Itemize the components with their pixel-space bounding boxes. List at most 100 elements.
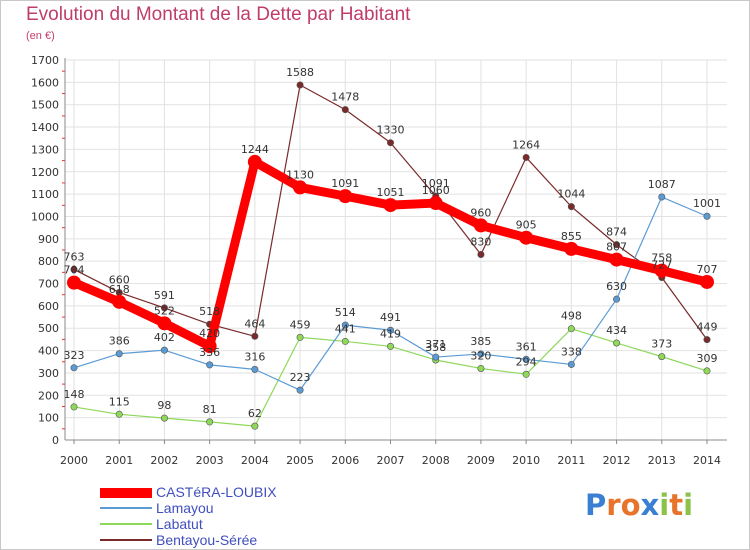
- data-point: [703, 336, 711, 344]
- data-label: 386: [109, 335, 130, 348]
- data-point: [206, 361, 214, 369]
- data-label: 591: [154, 289, 175, 302]
- data-label: 491: [380, 311, 401, 324]
- data-label: 309: [697, 352, 718, 365]
- data-label: 419: [380, 327, 401, 340]
- y-tick-label: 1500: [31, 99, 59, 112]
- y-tick-label: 1400: [31, 121, 59, 134]
- data-point: [160, 346, 168, 354]
- data-point: [428, 196, 443, 211]
- data-label: 402: [154, 331, 175, 344]
- logo-letter: i: [683, 488, 694, 522]
- data-point: [383, 198, 398, 213]
- data-label: 1130: [286, 168, 314, 181]
- data-point: [613, 295, 621, 303]
- x-tick-label: 2014: [693, 454, 721, 467]
- data-point: [654, 263, 669, 278]
- data-point: [112, 294, 127, 309]
- legend-label: CASTéRA-LOUBIX: [156, 484, 277, 500]
- x-tick-label: 2009: [467, 454, 495, 467]
- data-label: 358: [425, 341, 446, 354]
- data-label: 336: [199, 346, 220, 359]
- data-label: 763: [64, 250, 85, 263]
- data-label: 115: [109, 395, 130, 408]
- data-point: [473, 218, 488, 233]
- data-label: 1330: [377, 124, 405, 137]
- legend-swatch: [100, 539, 152, 541]
- y-tick-label: 300: [38, 367, 59, 380]
- data-label: 1051: [377, 186, 405, 199]
- y-tick-label: 0: [52, 434, 59, 447]
- data-point: [296, 386, 304, 394]
- data-point: [67, 275, 81, 290]
- data-label: 449: [697, 321, 718, 334]
- y-tick-label: 1300: [31, 143, 59, 156]
- data-label: 361: [516, 340, 537, 353]
- data-point: [160, 304, 168, 312]
- x-tick-label: 2010: [512, 454, 540, 467]
- data-label: 223: [290, 371, 311, 384]
- x-tick-label: 2005: [286, 454, 314, 467]
- proxiti-logo: Proxiti: [585, 488, 693, 522]
- data-point: [477, 364, 485, 372]
- data-point: [160, 414, 168, 422]
- data-point: [477, 250, 485, 258]
- data-label: 62: [248, 407, 262, 420]
- data-point: [296, 333, 304, 341]
- data-point: [386, 139, 394, 147]
- data-label: 148: [64, 388, 85, 401]
- y-tick-label: 1000: [31, 210, 59, 223]
- y-tick-label: 1200: [31, 166, 59, 179]
- logo-letter: i: [659, 488, 670, 522]
- y-tick-label: 100: [38, 412, 59, 425]
- data-point: [296, 81, 304, 89]
- data-label: 874: [606, 226, 627, 239]
- data-point: [293, 180, 308, 195]
- data-point: [567, 203, 575, 211]
- data-label: 1264: [512, 138, 540, 151]
- data-point: [338, 189, 353, 204]
- data-point: [386, 326, 394, 334]
- logo-letter: o: [620, 488, 641, 522]
- logo-letter: r: [606, 488, 621, 522]
- data-label: 807: [606, 241, 627, 254]
- legend-label: Labatut: [156, 516, 203, 532]
- data-point: [341, 106, 349, 114]
- data-point: [251, 332, 259, 340]
- data-label: 758: [651, 252, 672, 265]
- data-label: 373: [651, 338, 672, 351]
- data-label: 338: [561, 345, 582, 358]
- data-label: 1044: [557, 188, 585, 201]
- data-point: [477, 350, 485, 358]
- data-point: [522, 370, 530, 378]
- y-tick-label: 1600: [31, 76, 59, 89]
- chart-subtitle: (en €): [26, 30, 55, 42]
- y-tick-label: 1700: [31, 54, 59, 67]
- data-label: 1244: [241, 143, 269, 156]
- legend-swatch: [100, 507, 152, 509]
- data-label: 1087: [648, 178, 676, 191]
- legend-label: Bentayou-Sérée: [156, 532, 258, 548]
- data-point: [613, 339, 621, 347]
- data-point: [567, 360, 575, 368]
- y-tick-label: 600: [38, 300, 59, 313]
- data-point: [703, 367, 711, 375]
- data-label: 1091: [422, 177, 450, 190]
- logo-letter: P: [585, 488, 607, 522]
- y-tick-label: 400: [38, 345, 59, 358]
- data-label: 385: [470, 335, 491, 348]
- x-tick-label: 2013: [648, 454, 676, 467]
- y-tick-label: 900: [38, 233, 59, 246]
- data-label: 434: [606, 324, 627, 337]
- legend-swatch: [100, 523, 152, 525]
- data-point: [658, 193, 666, 201]
- x-tick-label: 2011: [557, 454, 585, 467]
- data-label: 522: [154, 304, 175, 317]
- x-tick-label: 2006: [331, 454, 359, 467]
- data-label: 618: [109, 283, 130, 296]
- data-label: 1091: [331, 177, 359, 190]
- data-label: 323: [64, 349, 85, 362]
- y-tick-label: 500: [38, 322, 59, 335]
- data-label: 294: [516, 355, 537, 368]
- data-label: 960: [470, 206, 491, 219]
